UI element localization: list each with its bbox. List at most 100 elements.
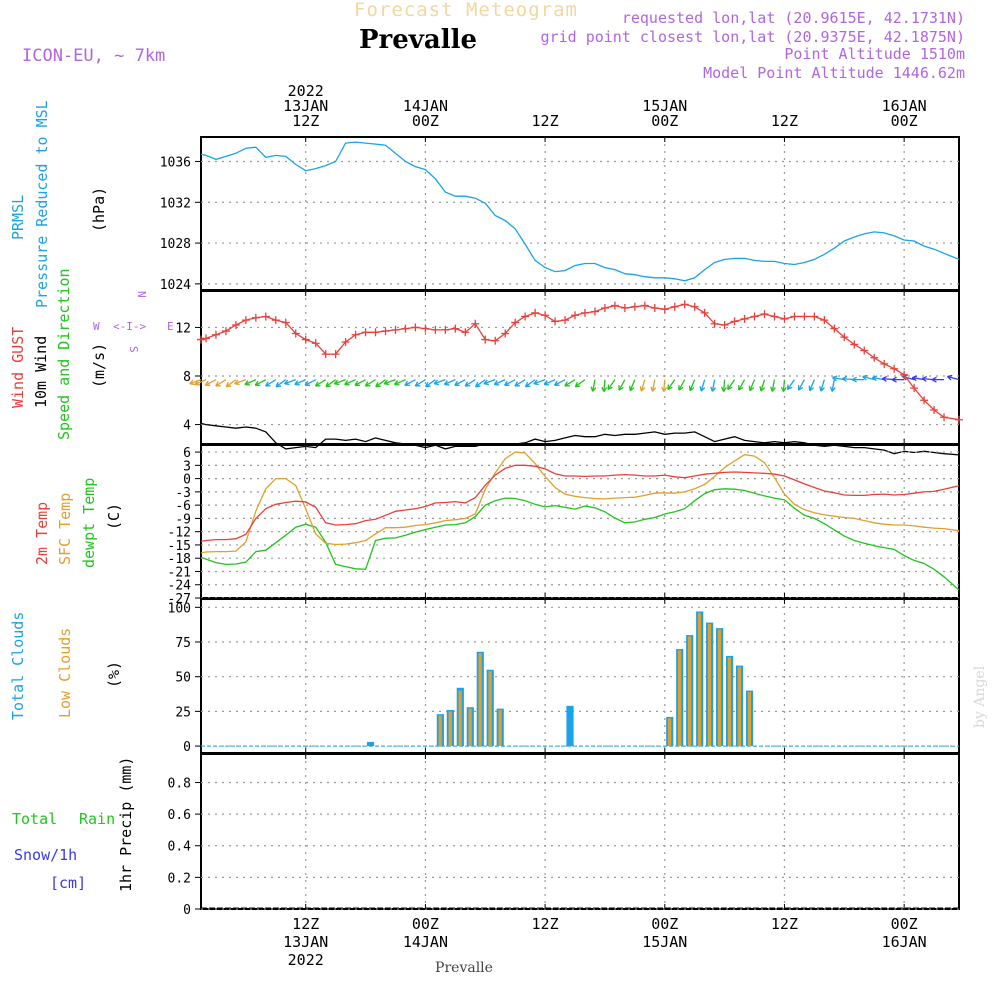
watermark: by Angel — [972, 665, 988, 728]
time-label: 2022 — [288, 82, 324, 100]
gust-point — [261, 312, 270, 321]
wind-arrow-head — [738, 385, 744, 391]
wind-arrow-head — [921, 375, 927, 382]
gust-point — [740, 314, 749, 323]
gust-point — [770, 312, 779, 321]
gust-point — [531, 308, 540, 317]
wind-arrow — [574, 379, 586, 388]
time-label: 12Z — [292, 112, 319, 130]
y-tick-label: -27 — [168, 592, 191, 607]
wind-arrow — [663, 379, 666, 392]
wind-arrow-head — [414, 381, 421, 387]
total-clouds-label: Total Clouds — [9, 612, 27, 720]
wind-arrow-head — [678, 385, 684, 391]
wind-arrow-head — [780, 386, 787, 392]
wind-arrow — [738, 379, 746, 391]
wind-arrow — [603, 379, 606, 392]
wind-arrow — [205, 379, 217, 386]
wind-arrow — [189, 379, 202, 385]
pressure-label-msl: Pressure Reduced to MSL — [33, 100, 51, 308]
wind-arrow-head — [354, 380, 360, 386]
wind-arrow — [533, 379, 546, 385]
y-tick-label: 8 — [183, 370, 191, 385]
y-tick-label: 1032 — [160, 196, 191, 211]
wind-arrow-head — [661, 386, 668, 392]
pressure-line — [200, 141, 960, 282]
grid-point-coords: grid point closest lon,lat (20.9375E, 42… — [541, 28, 965, 46]
gust-point — [780, 314, 789, 323]
low-clouds-bar — [468, 708, 472, 747]
wind-arrow — [344, 379, 356, 386]
wind-arrow — [414, 379, 426, 387]
wind-speed-direction-label: Speed and Direction — [55, 268, 73, 440]
gust-point — [930, 406, 939, 414]
gust-point — [441, 325, 450, 334]
wind-arrow-head — [524, 381, 531, 388]
wind-arrow-head — [770, 386, 776, 392]
wind-arrow-head — [808, 385, 815, 392]
low-clouds-bar — [697, 612, 702, 747]
gust-point — [471, 319, 480, 328]
wind-arrow-head — [283, 379, 290, 386]
gust-point — [710, 319, 719, 328]
wind-arrow — [618, 379, 626, 391]
wind-arrow-head — [841, 375, 848, 382]
wind-arrow — [284, 379, 296, 385]
wind-arrow — [265, 379, 277, 387]
wind-arrow — [334, 379, 346, 385]
wind-arrow-head — [871, 375, 878, 382]
time-label: 16JAN — [882, 933, 927, 951]
time-label: 14JAN — [403, 97, 448, 115]
wind-arrow-head — [244, 380, 250, 386]
compass-e: E — [167, 320, 174, 333]
gust-point — [201, 334, 210, 343]
wind-arrow-head — [375, 381, 381, 388]
time-label: 14JAN — [403, 933, 448, 951]
y-tick-label: 0.2 — [168, 871, 191, 886]
wind-arrow — [244, 379, 257, 386]
wind-arrow — [607, 379, 616, 390]
gust-point — [281, 318, 290, 327]
gust-point — [800, 312, 809, 321]
wind-arrow — [354, 379, 366, 386]
panel-frame — [200, 753, 960, 910]
time-label: 00Z — [891, 915, 918, 933]
compass-rose: W <-I-> E N S — [93, 291, 174, 353]
dewpt-temp-line — [200, 488, 960, 591]
wind-arrow-head — [667, 384, 673, 391]
low-clouds-bar — [448, 711, 452, 747]
wind-arrow-head — [344, 380, 350, 386]
wind-arrow-head — [294, 380, 300, 386]
wind-arrow-head — [364, 381, 371, 387]
model-label: ICON-EU, ~ 7km — [22, 46, 165, 66]
wind-arrow — [425, 379, 436, 388]
y-tick-label: -21 — [168, 565, 191, 580]
low-clouds-bar — [478, 653, 482, 747]
gust-point — [291, 329, 300, 338]
panel-frame — [200, 444, 960, 599]
gust-point — [541, 311, 550, 320]
point-altitude: Point Altitude 1510m — [784, 45, 965, 63]
gust-point — [790, 312, 799, 321]
y-tick-label: 3 — [183, 459, 191, 474]
wind-arrow — [444, 379, 456, 386]
wind-arrow — [514, 379, 526, 387]
wind-arrow — [394, 379, 406, 386]
wind-arrow-head — [533, 379, 539, 386]
wind-arrow — [820, 379, 825, 392]
wind-arrow-head — [891, 376, 897, 383]
wind-arrow-head — [514, 381, 520, 387]
wind-arrow-head — [639, 386, 646, 392]
wind-arrow — [375, 379, 386, 388]
wind-panel: 4 8 12 Wind GUST 10m Wind Speed and Direct… — [9, 268, 963, 456]
wind-arrow — [760, 379, 766, 392]
gust-point — [341, 338, 350, 346]
wind-arrow — [947, 375, 960, 381]
wind-arrow-head — [433, 379, 440, 386]
time-label: 00Z — [651, 915, 678, 933]
time-label: 12Z — [771, 915, 798, 933]
wind-arrow-head — [265, 381, 271, 387]
precip-panel: 0 0.2 0.4 0.6 0.8 Total Rain Snow/1h [cm] 1h… — [12, 753, 960, 918]
wind-arrow-head — [829, 386, 836, 392]
gust-point — [551, 317, 560, 326]
